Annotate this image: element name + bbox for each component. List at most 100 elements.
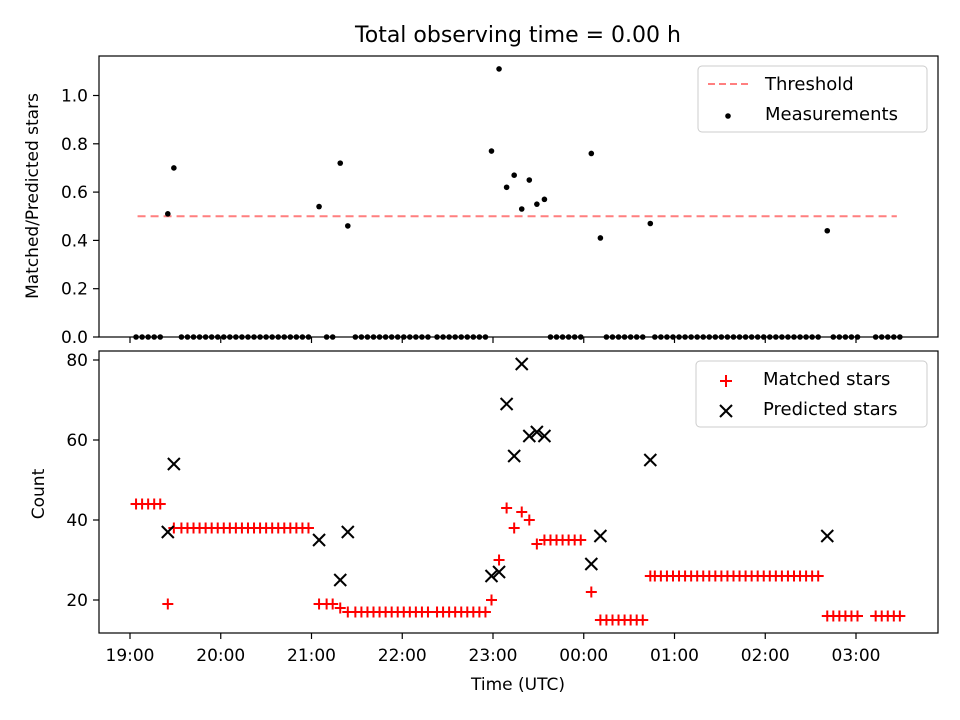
measurement-point [239, 334, 245, 340]
measurement-point [785, 334, 791, 340]
measurement-point [791, 334, 797, 340]
measurement-point [854, 334, 861, 340]
measurement-point [269, 334, 275, 340]
bottom-legend-box [695, 360, 928, 428]
bottom-y-tick-label: 20 [66, 591, 88, 611]
predicted-stars-point [522, 429, 537, 443]
bottom-x-ticks: 19:00 20:00 21:00 22:00 23:00 00:00 01:00 02:00… [106, 633, 881, 666]
measurement-point [824, 227, 831, 234]
measurement-point [724, 334, 731, 340]
measurement-point [220, 334, 227, 340]
measurement-point [565, 334, 572, 340]
measurement-point [706, 334, 713, 340]
measurement-point [842, 334, 849, 340]
measurement-point [803, 334, 809, 340]
predicted-stars-point [530, 425, 544, 439]
measurement-point [434, 334, 440, 340]
measurement-point [458, 334, 465, 340]
measurement-point [364, 334, 371, 340]
predicted-stars-point [161, 525, 175, 539]
predicted-stars-point [820, 529, 834, 543]
measurement-point [547, 334, 554, 340]
x-tick-label: 21:00 [287, 646, 336, 666]
x-tick-label: 00:00 [559, 646, 608, 666]
bottom-y-tick-label: 60 [66, 431, 88, 451]
measurement-point [597, 235, 604, 241]
bottom-y-axis-label: Count [29, 468, 49, 519]
measurement-point [712, 334, 719, 340]
top-y-ticks: 0.0 0.2 0.4 0.6 0.8 1.0 [61, 87, 99, 348]
matched-stars-point [523, 514, 535, 526]
measurement-point [413, 334, 419, 340]
measurement-point [419, 334, 425, 340]
measurement-point [184, 334, 191, 340]
measurement-point [245, 334, 251, 340]
measurement-point [263, 334, 269, 340]
measurement-point [848, 334, 855, 340]
matched-stars-point [479, 606, 491, 618]
matched-stars-point [575, 534, 587, 546]
measurement-point [293, 334, 300, 340]
legend-threshold-label: Threshold [764, 74, 854, 95]
measurement-point [609, 334, 616, 340]
measurement-point [476, 334, 483, 340]
measurement-point [370, 334, 377, 340]
matched-stars-point [531, 538, 543, 550]
matched-stars-series [130, 498, 906, 626]
measurement-point [382, 334, 389, 340]
matched-stars-point [162, 598, 174, 610]
predicted-stars-point [507, 449, 521, 463]
predicted-stars-point [167, 457, 181, 471]
measurement-point [151, 334, 157, 340]
legend-measurements-label: Measurements [765, 104, 898, 125]
matched-stars-point [508, 522, 520, 534]
measurement-point [836, 334, 843, 340]
x-axis-label: Time (UTC) [470, 675, 565, 695]
measurement-point [407, 334, 413, 340]
legend-predicted-label: Predicted stars [763, 399, 897, 420]
measurement-point [488, 148, 495, 154]
x-tick-label: 20:00 [196, 646, 245, 666]
measurement-point [571, 334, 578, 340]
matched-stars-point [327, 598, 339, 610]
measurement-point [797, 334, 803, 340]
measurement-point [275, 334, 282, 340]
x-tick-label: 23:00 [469, 646, 518, 666]
measurement-point [627, 334, 634, 340]
top-legend-box [697, 65, 928, 133]
measurement-point [251, 334, 257, 340]
measurement-point [345, 223, 351, 229]
measurement-point [773, 334, 779, 340]
measurement-point [730, 334, 737, 340]
measurement-point [145, 334, 151, 340]
measurement-point [178, 334, 185, 340]
top-y-tick-label: 0.2 [61, 280, 88, 300]
measurement-point [621, 334, 628, 340]
top-axes: 0.0 0.2 0.4 0.6 0.8 1.0 Matched/Predicted sta… [23, 55, 939, 348]
measurement-point [615, 334, 622, 340]
measurement-point [736, 334, 743, 340]
measurement-point [171, 165, 177, 171]
measurement-point [305, 334, 312, 340]
measurement-point [227, 334, 233, 340]
measurement-point [323, 334, 330, 340]
bottom-legend: Matched stars Predicted stars [695, 360, 928, 428]
measurement-point [688, 334, 694, 340]
measurement-point [694, 334, 700, 340]
measurement-point [664, 334, 670, 340]
measurement-point [872, 334, 879, 340]
matched-stars-point [637, 614, 649, 626]
measurement-point [257, 334, 263, 340]
measurement-point [518, 206, 525, 212]
matched-stars-point [516, 506, 528, 518]
predicted-stars-point [499, 397, 514, 411]
measurement-point [748, 334, 755, 340]
top-legend: Threshold Measurements [697, 65, 928, 133]
measurement-point [878, 334, 885, 340]
top-y-tick-label: 0.8 [61, 135, 88, 155]
top-y-tick-label: 0.4 [61, 231, 88, 251]
matched-stars-point [485, 594, 497, 606]
measurement-point [511, 172, 517, 178]
measurement-point [329, 334, 336, 340]
measurement-point [190, 334, 197, 340]
